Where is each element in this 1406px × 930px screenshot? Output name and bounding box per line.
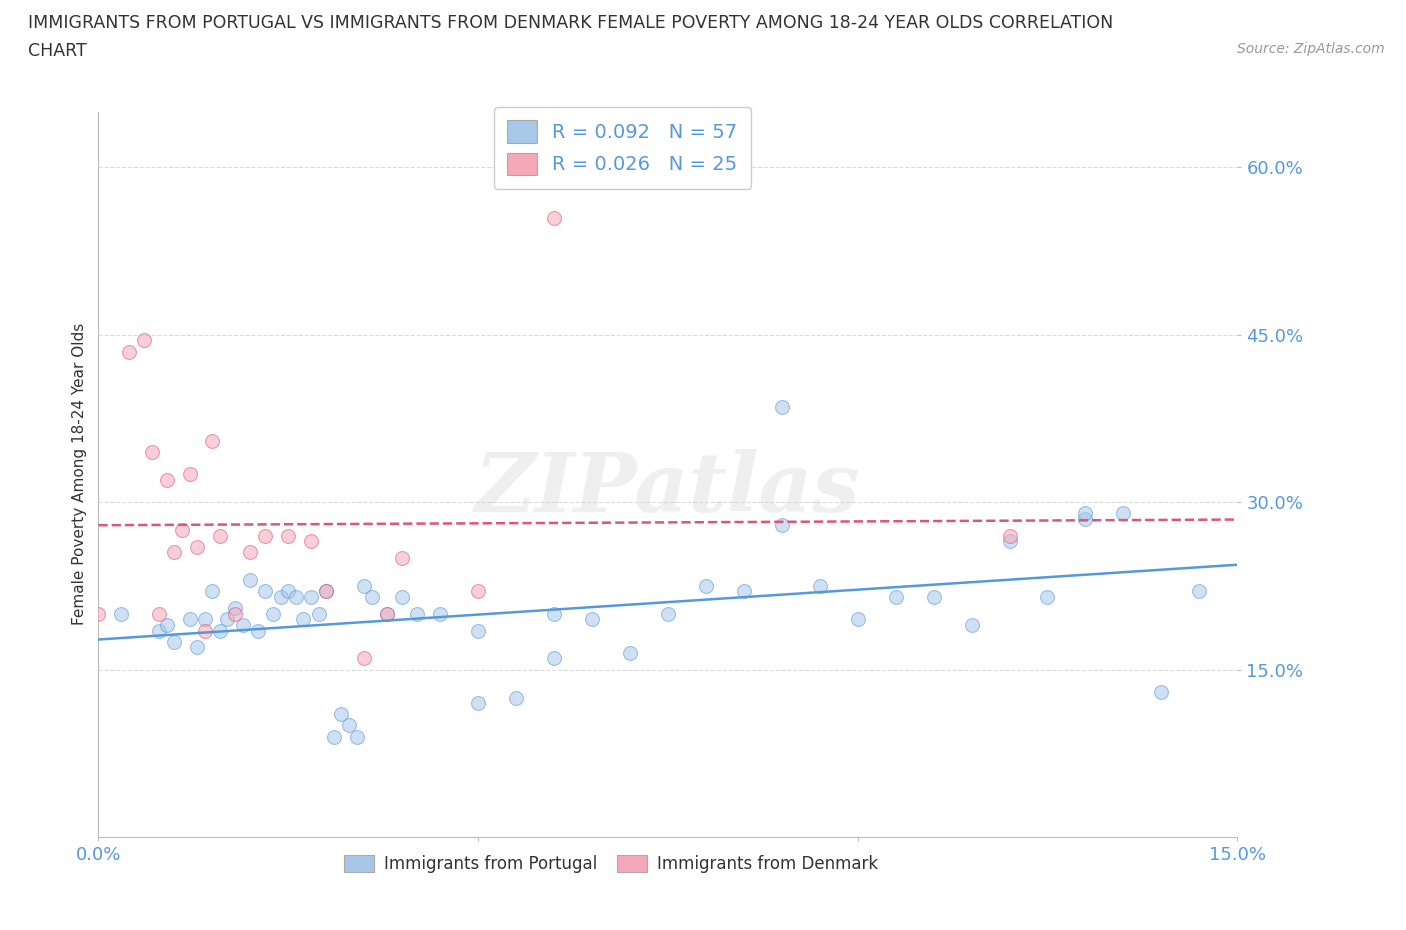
Point bbox=[239, 545, 262, 560]
Point bbox=[141, 445, 163, 459]
Point bbox=[208, 528, 231, 543]
Point bbox=[375, 606, 398, 621]
Point bbox=[224, 601, 246, 616]
Point bbox=[406, 606, 429, 621]
Point bbox=[391, 551, 413, 565]
Point bbox=[770, 400, 793, 415]
Text: ZIPatlas: ZIPatlas bbox=[475, 449, 860, 529]
Point bbox=[118, 344, 141, 359]
Point bbox=[1036, 590, 1059, 604]
Point bbox=[353, 651, 375, 666]
Point bbox=[884, 590, 907, 604]
Point bbox=[467, 696, 489, 711]
Point bbox=[132, 333, 155, 348]
Point bbox=[998, 534, 1021, 549]
Point bbox=[375, 606, 398, 621]
Point bbox=[330, 707, 353, 722]
Point bbox=[505, 690, 527, 705]
Point bbox=[156, 472, 179, 487]
Point bbox=[87, 606, 110, 621]
Point bbox=[262, 606, 284, 621]
Point bbox=[337, 718, 360, 733]
Point bbox=[1074, 512, 1097, 526]
Point bbox=[179, 612, 201, 627]
Point bbox=[467, 623, 489, 638]
Point bbox=[163, 634, 186, 649]
Point bbox=[429, 606, 451, 621]
Point bbox=[110, 606, 132, 621]
Point bbox=[299, 534, 322, 549]
Point bbox=[201, 584, 224, 599]
Point bbox=[186, 640, 208, 655]
Point bbox=[619, 645, 641, 660]
Point bbox=[246, 623, 269, 638]
Point bbox=[581, 612, 603, 627]
Point bbox=[733, 584, 755, 599]
Point bbox=[148, 606, 170, 621]
Point bbox=[543, 210, 565, 225]
Point bbox=[543, 651, 565, 666]
Point bbox=[695, 578, 717, 593]
Point bbox=[360, 590, 382, 604]
Point bbox=[224, 606, 246, 621]
Point bbox=[1112, 506, 1135, 521]
Point bbox=[163, 545, 186, 560]
Point bbox=[292, 612, 315, 627]
Point bbox=[322, 729, 344, 744]
Point bbox=[808, 578, 831, 593]
Point bbox=[148, 623, 170, 638]
Point bbox=[1074, 506, 1097, 521]
Point bbox=[254, 584, 277, 599]
Point bbox=[353, 578, 375, 593]
Text: IMMIGRANTS FROM PORTUGAL VS IMMIGRANTS FROM DENMARK FEMALE POVERTY AMONG 18-24 Y: IMMIGRANTS FROM PORTUGAL VS IMMIGRANTS F… bbox=[28, 14, 1114, 32]
Y-axis label: Female Poverty Among 18-24 Year Olds: Female Poverty Among 18-24 Year Olds bbox=[72, 324, 87, 626]
Point bbox=[346, 729, 368, 744]
Point bbox=[208, 623, 231, 638]
Point bbox=[315, 584, 337, 599]
Point bbox=[308, 606, 330, 621]
Point bbox=[217, 612, 239, 627]
Point bbox=[467, 584, 489, 599]
Point bbox=[657, 606, 679, 621]
Point bbox=[170, 523, 193, 538]
Point bbox=[315, 584, 337, 599]
Point bbox=[194, 612, 217, 627]
Point bbox=[960, 618, 983, 632]
Point bbox=[232, 618, 254, 632]
Point bbox=[543, 606, 565, 621]
Point bbox=[1150, 684, 1173, 699]
Point bbox=[1188, 584, 1211, 599]
Point bbox=[277, 528, 299, 543]
Point bbox=[998, 528, 1021, 543]
Point bbox=[201, 433, 224, 448]
Point bbox=[391, 590, 413, 604]
Point bbox=[277, 584, 299, 599]
Point bbox=[270, 590, 292, 604]
Text: Source: ZipAtlas.com: Source: ZipAtlas.com bbox=[1237, 42, 1385, 56]
Text: CHART: CHART bbox=[28, 42, 87, 60]
Point bbox=[770, 517, 793, 532]
Point bbox=[186, 539, 208, 554]
Point bbox=[299, 590, 322, 604]
Point bbox=[179, 467, 201, 482]
Point bbox=[156, 618, 179, 632]
Point bbox=[239, 573, 262, 588]
Point bbox=[846, 612, 869, 627]
Point bbox=[922, 590, 945, 604]
Legend: Immigrants from Portugal, Immigrants from Denmark: Immigrants from Portugal, Immigrants fro… bbox=[337, 848, 884, 880]
Point bbox=[194, 623, 217, 638]
Point bbox=[254, 528, 277, 543]
Point bbox=[284, 590, 307, 604]
